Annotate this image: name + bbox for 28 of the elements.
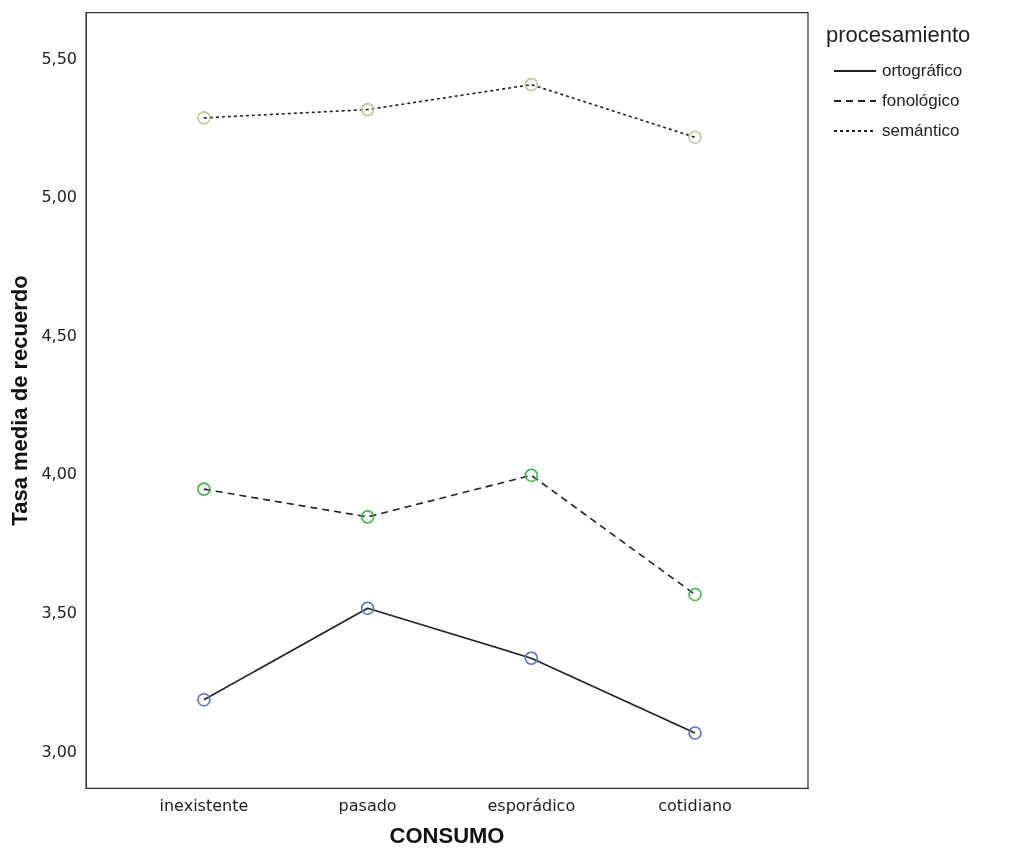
legend-title: procesamiento xyxy=(826,22,971,48)
y-axis-title: Tasa media de recuerdo xyxy=(7,275,33,526)
legend-label: semántico xyxy=(882,121,960,141)
x-tick-label: pasado xyxy=(338,796,397,816)
y-tick-label: 5,00 xyxy=(41,187,78,207)
x-tick-label: inexistente xyxy=(159,796,249,816)
x-axis-title: CONSUMO xyxy=(389,822,505,848)
point xyxy=(360,102,375,117)
y-tick-label: 4,50 xyxy=(41,325,78,345)
y-tick-label: 3,00 xyxy=(41,741,78,761)
point xyxy=(197,111,211,125)
point xyxy=(688,587,702,602)
point xyxy=(524,651,539,665)
point xyxy=(360,601,375,616)
point xyxy=(524,77,539,92)
point xyxy=(197,692,211,707)
x-tick-label: esporádico xyxy=(487,796,576,816)
point xyxy=(688,726,702,740)
x-tick-label: cotidiano xyxy=(658,796,732,816)
legend-label: fonológico xyxy=(882,91,960,111)
point xyxy=(360,510,375,524)
y-tick-label: 3,50 xyxy=(41,603,78,622)
point xyxy=(688,130,702,145)
legend-label: ortográfico xyxy=(882,61,963,81)
point xyxy=(524,468,539,483)
y-tick-label: 5,50 xyxy=(41,48,78,68)
y-tick-label: 4,00 xyxy=(41,464,78,484)
point xyxy=(197,482,211,496)
